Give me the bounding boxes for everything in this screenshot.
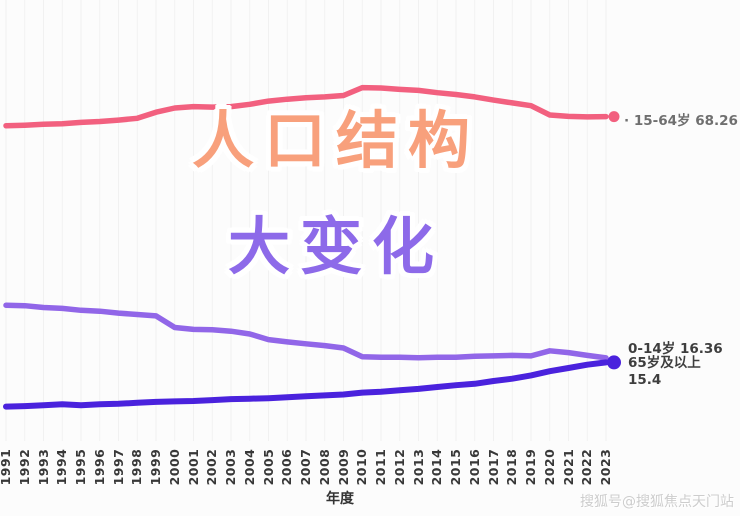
series-end-dot-2 [607, 355, 621, 370]
x-tick-label: 2000 [166, 448, 182, 486]
series-line-1 [3, 302, 609, 361]
x-tick-label: 2014 [429, 448, 445, 486]
x-tick-label: 1996 [91, 448, 107, 486]
series-label-0-14: 0-14岁 16.36 [628, 341, 723, 357]
x-tick-label: 2002 [204, 448, 220, 486]
series-label-65-plus-name: 65岁及以上 [628, 355, 701, 371]
x-tick-label: 2007 [298, 448, 313, 486]
x-tick-label: 2004 [241, 448, 257, 486]
series-label-15-64: · 15-64岁 68.26 [624, 113, 738, 129]
x-tick-label: 2008 [316, 448, 332, 486]
series-label-65-plus: 65岁及以上 15.4 [628, 355, 701, 389]
x-tick-label: 1997 [110, 448, 126, 486]
x-tick-label: 2009 [335, 448, 351, 486]
x-tick-label: 2020 [541, 448, 557, 486]
x-tick-label: 2001 [185, 448, 201, 486]
x-tick-label: 2021 [560, 448, 576, 486]
x-tick-label: 1992 [16, 448, 32, 486]
x-tick-label: 2011 [373, 448, 388, 486]
series-end-dot-0 [608, 111, 620, 123]
x-tick-label: 2005 [260, 448, 276, 486]
x-tick-label: 2017 [485, 448, 501, 486]
x-tick-label: 2010 [354, 448, 370, 486]
series-line-0 [3, 84, 609, 129]
x-tick-label: 1999 [148, 448, 163, 486]
watermark-text: 搜狐号@搜狐焦点天门站 [580, 494, 734, 510]
x-tick-label: 2003 [223, 448, 238, 486]
x-tick-label: 2022 [579, 448, 595, 486]
x-tick-label: 2013 [410, 448, 426, 486]
series-line-2 [3, 359, 609, 410]
series-label-65-plus-value: 15.4 [628, 372, 662, 388]
x-tick-label: 2023 [598, 448, 613, 486]
x-tick-label: 2016 [466, 448, 482, 486]
x-tick-label: 2019 [523, 448, 538, 486]
x-tick-label: 2006 [279, 448, 295, 486]
x-tick-label: 2012 [391, 448, 407, 486]
x-tick-label: 2018 [504, 448, 520, 486]
x-tick-label: 2015 [448, 448, 463, 486]
x-tick-label: 1995 [73, 448, 88, 486]
x-tick-label: 1993 [35, 448, 51, 486]
x-tick-label: 1994 [54, 448, 70, 486]
x-tick-label: 1998 [129, 448, 145, 486]
x-tick-label: 1991 [0, 448, 13, 486]
x-axis-title: 年度 [326, 491, 354, 507]
